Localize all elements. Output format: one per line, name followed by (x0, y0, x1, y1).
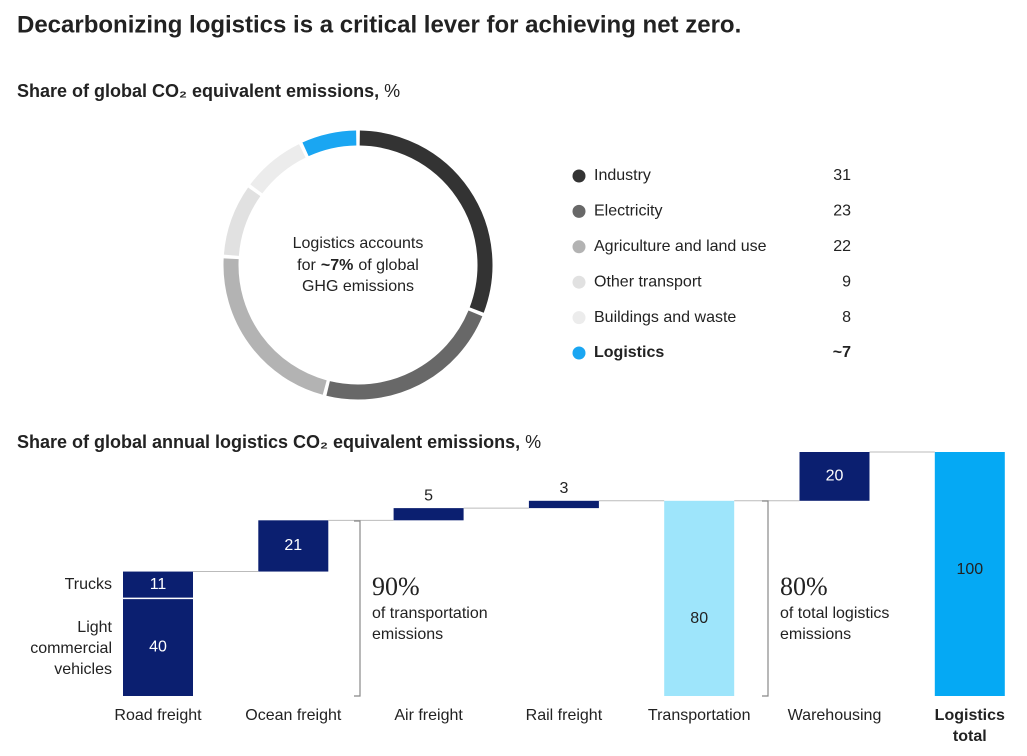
x-category-label: Transportation (648, 707, 751, 724)
text-line: commercial (30, 640, 112, 657)
legend-value: 31 (833, 167, 851, 184)
bar (799, 452, 870, 501)
segment-label: Trucks (65, 576, 112, 593)
bar-segment (123, 598, 193, 696)
x-category-label: Warehousing (788, 707, 882, 724)
center-text: Logistics accounts (293, 235, 424, 252)
legend-label: Other transport (594, 273, 702, 290)
x-category-label: Road freight (114, 707, 202, 724)
bar (258, 520, 329, 572)
x-category-label: Rail freight (526, 707, 603, 724)
bar-label: 5 (424, 487, 433, 504)
bar-label: 100 (956, 561, 983, 578)
center-text-bold: ~7% (321, 257, 353, 274)
donut-segment (302, 130, 357, 157)
text-line: Logistics (935, 707, 1005, 724)
center-text: of global (358, 257, 419, 274)
bar-label: 21 (284, 537, 302, 554)
legend-label: Buildings and waste (594, 309, 736, 326)
bar (664, 500, 735, 696)
annotation-text: of transportation (372, 605, 488, 622)
donut-segment (250, 144, 306, 194)
donut-segment (223, 258, 327, 395)
center-text: for (297, 257, 316, 274)
donut-segment (223, 187, 261, 257)
donut-segment (359, 130, 493, 313)
legend-label: Electricity (594, 203, 662, 220)
donut-title: Share of global CO₂ equivalent emissions… (17, 81, 379, 101)
legend-dot (572, 204, 586, 218)
annotation-value: 80% (780, 572, 828, 601)
bar-label: 80 (690, 610, 708, 627)
bar-label: 11 (150, 576, 167, 593)
center-text: GHG emissions (302, 278, 414, 295)
bar (934, 452, 1005, 696)
legend-dot (572, 275, 586, 289)
legend-label: Industry (594, 167, 651, 184)
x-category-label: Air freight (394, 707, 463, 724)
legend-dot (572, 240, 586, 254)
waterfall-unit: % (525, 432, 541, 452)
center-text: for ~7% of global (297, 257, 419, 274)
annotation-value: 90% (372, 572, 420, 601)
legend-value: 22 (833, 238, 851, 255)
waterfall-heading: Share of global annual logistics CO₂ equ… (17, 432, 541, 452)
legend-label: Logistics (594, 344, 664, 361)
legend-value: 23 (833, 203, 851, 220)
donut-unit: % (384, 81, 400, 101)
bar-label: 40 (149, 638, 167, 655)
bracket (762, 500, 769, 697)
legend-label: Agriculture and land use (594, 238, 767, 255)
waterfall-title: Share of global annual logistics CO₂ equ… (17, 432, 520, 452)
legend-value: ~7 (833, 344, 851, 361)
x-category-label: Logistics total (935, 707, 1005, 745)
x-category-label: Ocean freight (245, 707, 342, 724)
text-line: total (953, 728, 987, 745)
page-title: Decarbonizing logistics is a critical le… (17, 11, 741, 38)
bar-segment (123, 571, 193, 599)
text-line: vehicles (54, 661, 112, 678)
annotation-text: emissions (372, 626, 443, 643)
legend-dot (572, 346, 586, 360)
annotation-text: of total logistics (780, 605, 889, 622)
donut-segment (326, 310, 483, 400)
segment-label: Light commercial vehicles (30, 619, 112, 678)
bar (528, 500, 599, 509)
bar-label: 3 (559, 480, 568, 497)
legend-dot (572, 311, 586, 325)
donut-heading: Share of global CO₂ equivalent emissions… (17, 81, 400, 101)
bar (393, 508, 464, 521)
legend-dot (572, 169, 586, 183)
annotation-text: emissions (780, 626, 851, 643)
legend-value: 8 (842, 309, 851, 326)
text-line: Light (77, 619, 112, 636)
legend-value: 9 (842, 273, 851, 290)
bar-label: 20 (826, 468, 844, 485)
bracket (354, 520, 361, 697)
